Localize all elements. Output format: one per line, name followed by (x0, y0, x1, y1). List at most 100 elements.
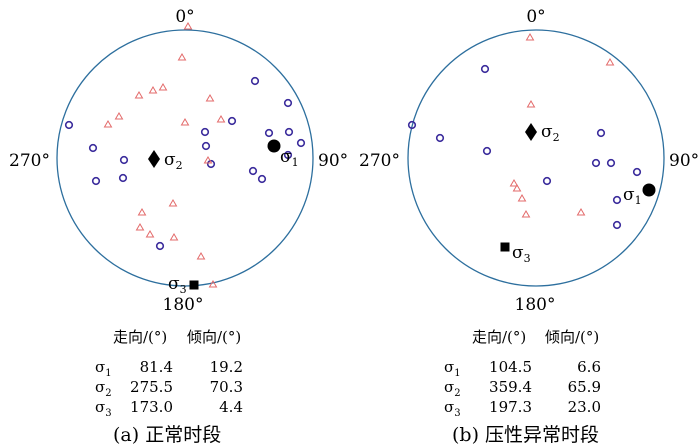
triangle-marker (216, 115, 226, 123)
triangle-marker (526, 100, 536, 108)
sigma1-marker (267, 139, 281, 153)
circle-marker (596, 128, 606, 138)
table-a-row-strike: 81.4 (139, 358, 173, 376)
table-a-row: σ1 81.4 19.2 (95, 356, 285, 379)
triangle-marker (576, 208, 586, 216)
table-a-row-symbol: σ3 (95, 398, 112, 419)
stereonet-b-sigma3-label: σ3 (512, 243, 531, 265)
table-a-row-symbol: σ2 (95, 378, 112, 399)
stereonet-a-sigma2-label: σ2 (164, 150, 183, 172)
triangle-marker (203, 156, 213, 164)
circle-marker (257, 174, 267, 184)
triangle-marker (605, 58, 615, 66)
table-b-row-symbol: σ3 (444, 398, 461, 419)
triangle-marker (183, 22, 193, 30)
circle-marker (480, 64, 490, 74)
sigma3-marker (189, 280, 199, 290)
sigma2-marker (525, 123, 537, 141)
table-a-row: σ3 173.0 4.4 (95, 396, 285, 419)
table-a-row-dip: 4.4 (219, 398, 243, 416)
table-b-row-symbol: σ2 (444, 378, 461, 399)
stereonet-a-boundary (56, 29, 314, 287)
circle-marker (606, 158, 616, 168)
table-b-header-dip: 倾向/(°) (545, 328, 600, 346)
table-a-row: σ2 275.5 70.3 (95, 376, 285, 399)
circle-marker (283, 150, 293, 160)
circle-marker (284, 127, 294, 137)
triangle-marker (135, 223, 145, 231)
caption-b: (b) 压性异常时段 (452, 424, 600, 446)
triangle-marker (169, 233, 179, 241)
circle-marker (200, 127, 210, 137)
stereonet-b-label-south: 180° (515, 295, 556, 315)
circle-marker (591, 158, 601, 168)
stereonet-b-triangle-markers (509, 33, 615, 218)
circle-marker (119, 155, 129, 165)
triangle-marker (180, 118, 190, 126)
triangle-marker (168, 199, 178, 207)
stereonet-b-sigma2-label: σ2 (541, 122, 560, 144)
caption-a: (a) 正常时段 (113, 424, 222, 446)
table-b-row-strike: 104.5 (489, 358, 532, 376)
stereonet-b-circle-markers (407, 64, 642, 230)
triangle-marker (517, 194, 527, 202)
circle-marker (283, 98, 293, 108)
circle-marker (201, 141, 211, 151)
triangle-marker (525, 33, 535, 41)
table-b-row: σ1 104.5 6.6 (444, 356, 634, 379)
triangle-marker (208, 280, 218, 288)
circle-marker (64, 120, 74, 130)
circle-marker (407, 120, 417, 130)
table-b: 走向/(°) 倾向/(°) σ1 104.5 6.6 σ2 359.4 65.9… (444, 326, 634, 419)
stereonet-b-stress-symbols (500, 123, 656, 252)
table-b-header-strike: 走向/(°) (472, 328, 527, 346)
triangle-marker (509, 179, 519, 187)
table-a: 走向/(°) 倾向/(°) σ1 81.4 19.2 σ2 275.5 70.3… (95, 326, 285, 419)
table-b-row-dip: 6.6 (577, 358, 601, 376)
circle-marker (250, 76, 260, 86)
stress-labels: σ1 σ2 σ3 σ1 σ2 σ3 (164, 122, 642, 296)
triangle-marker (145, 230, 155, 238)
triangle-marker (103, 120, 113, 128)
triangle-marker (137, 208, 147, 216)
table-b-row-dip: 65.9 (567, 378, 601, 396)
table-a-row-dip: 19.2 (209, 358, 243, 376)
stereonet-a: 0° 90° 180° 270° (9, 7, 348, 315)
table-b-row-strike: 197.3 (489, 398, 532, 416)
circle-marker (435, 133, 445, 143)
triangle-marker (148, 86, 158, 94)
stereonet-a-label-west: 270° (9, 151, 50, 171)
sigma3-marker (500, 242, 510, 252)
circle-marker (482, 146, 492, 156)
table-a-row-symbol: σ1 (95, 358, 112, 379)
table-a-row-strike: 173.0 (130, 398, 173, 416)
table-a-header-strike: 走向/(°) (113, 328, 168, 346)
table-b-row: σ2 359.4 65.9 (444, 376, 634, 399)
circle-marker (206, 159, 216, 169)
triangle-marker (521, 210, 531, 218)
table-a-header-dip: 倾向/(°) (187, 328, 242, 346)
stereonet-a-circle-markers (64, 76, 306, 251)
triangle-marker (205, 94, 215, 102)
stereonet-a-sigma3-label: σ3 (168, 274, 187, 296)
table-b-row-symbol: σ1 (444, 358, 461, 379)
table-a-row-dip: 70.3 (209, 378, 243, 396)
circle-marker (612, 195, 622, 205)
circle-marker (296, 138, 306, 148)
circle-marker (612, 220, 622, 230)
stereonet-a-label-north: 0° (175, 7, 194, 27)
triangle-marker (158, 83, 168, 91)
circle-marker (542, 176, 552, 186)
stereonet-a-triangle-markers (103, 22, 226, 288)
triangle-marker (512, 184, 522, 192)
stereonet-a-label-east: 90° (318, 151, 348, 171)
circle-marker (632, 167, 642, 177)
circle-marker (248, 166, 258, 176)
circle-marker (91, 176, 101, 186)
triangle-marker (196, 252, 206, 260)
circle-marker (264, 128, 274, 138)
table-b-row-dip: 23.0 (567, 398, 601, 416)
stereonet-b-boundary (407, 29, 665, 287)
circle-marker (227, 116, 237, 126)
